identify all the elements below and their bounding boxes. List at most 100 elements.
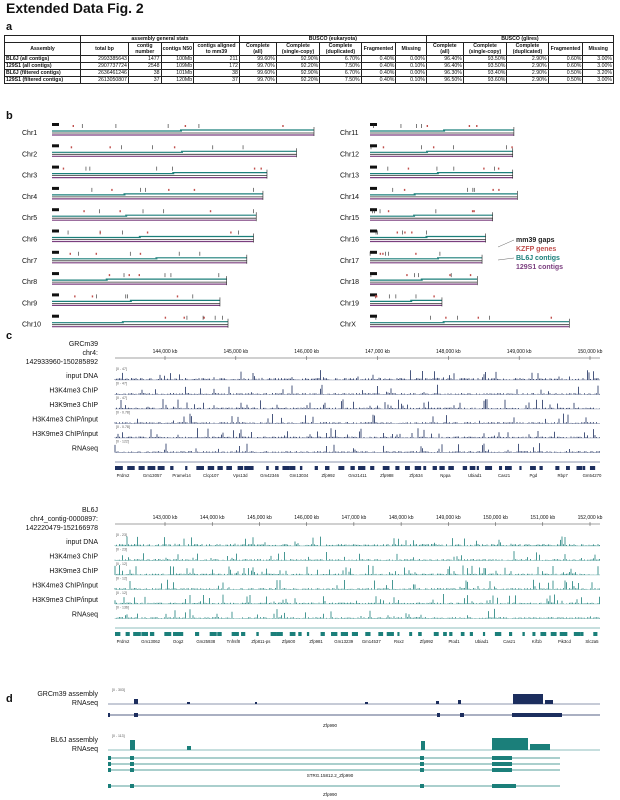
gene-model [141, 632, 149, 636]
kzfp-gene-tick [164, 316, 167, 319]
table-cell: 7.50% [319, 62, 362, 70]
gene-label: Pik3cd [558, 639, 572, 644]
table-cell: 100Mb [160, 55, 195, 63]
gene-model [147, 466, 156, 470]
chromosome-label: Chr16 [340, 237, 359, 244]
gene-model [580, 632, 584, 636]
gene-label: Ubiad1 [468, 473, 482, 478]
table-cell: 2.90% [506, 69, 549, 77]
gene-model [115, 632, 121, 636]
kzfp-gene-tick [449, 274, 451, 277]
gene-label: Ubiad1 [475, 639, 489, 644]
gene-model [207, 466, 215, 470]
rnaseq-peak [545, 700, 553, 704]
table-cell: 93.50% [462, 55, 508, 63]
gene-model [462, 466, 468, 470]
ruler-tick-label: 150,000 kb [578, 349, 603, 355]
centromere-marker [370, 314, 377, 318]
kzfp-gene-tick [415, 252, 417, 255]
kzfp-gene-tick [379, 252, 382, 255]
gene-model [460, 632, 465, 636]
kzfp-gene-tick [282, 125, 284, 127]
table-row: 129S1 (all contigs) 2907737724 2548 109Mb 17… [3, 62, 614, 70]
gene-model [532, 632, 536, 636]
gene-model [476, 466, 479, 470]
signal-track [114, 428, 600, 438]
kzfp-gene-tick [471, 210, 474, 213]
centromere-marker [52, 165, 59, 169]
kzfp-gene-tick [109, 146, 111, 149]
table-cell: 0.60% [547, 55, 584, 63]
kzfp-gene-tick [411, 231, 413, 234]
gene-model [555, 466, 560, 470]
gene-model [170, 466, 174, 470]
gene-model [231, 632, 239, 636]
gene-label: Tnfrsf8 [227, 639, 241, 644]
table-corner [3, 35, 82, 43]
kzfp-gene-tick [69, 252, 71, 255]
track-label: H3K9me3 ChIP/input [32, 431, 98, 438]
gene-label: Zfp981 [309, 639, 323, 644]
table-cell: 93.60% [462, 76, 508, 84]
ruler-tick-label: 147,000 kb [342, 515, 367, 521]
ruler-tick-label: 144,000 kb [200, 515, 225, 521]
gene-model [418, 632, 422, 636]
ruler-tick-label: 149,000 kb [436, 515, 461, 521]
gene-model [540, 632, 547, 636]
gene-model [576, 466, 583, 470]
kzfp-gene-tick [550, 316, 553, 319]
chromosome-label: Chr6 [22, 237, 37, 244]
kzfp-gene-tick [176, 295, 179, 298]
centromere-marker [370, 144, 377, 148]
signal-track [114, 370, 600, 380]
gene-label: Oog2 [173, 639, 184, 644]
table-cell: 2636461246 [80, 69, 129, 77]
rnaseq-peak [187, 702, 190, 704]
signal-track [114, 551, 600, 561]
transcript-exon [420, 784, 424, 788]
chromosome-label: Chr17 [340, 258, 359, 265]
table-cell: 6.70% [319, 55, 362, 63]
gene-model [244, 466, 252, 470]
panel-d-label: GRCm39 assembly [37, 691, 98, 698]
rnaseq-peak [436, 701, 439, 704]
gene-model [522, 632, 525, 636]
table-cell: 93.40% [462, 69, 508, 77]
gene-model [325, 466, 330, 470]
signal-track [114, 594, 600, 604]
track-label: H3K4me3 ChIP [49, 388, 98, 395]
gene-model [469, 632, 473, 636]
table-cell: 2.90% [506, 62, 549, 70]
gene-model [519, 466, 522, 470]
gene-model [539, 466, 543, 470]
table-cell: 129S1 (filtered contigs) [3, 76, 82, 84]
rnaseq-peak [421, 741, 425, 750]
rnaseq-peak [492, 738, 528, 750]
gene-model [404, 466, 410, 470]
table-column-header: Complete (duplicated) [506, 42, 549, 56]
signal-track [114, 536, 600, 546]
chromosome-label: Chr9 [22, 300, 37, 307]
gene-model [409, 632, 413, 636]
gene-model [559, 632, 568, 636]
gene-label: Pramel14 [172, 473, 191, 478]
chromosome-label: Chr1 [22, 130, 37, 137]
grcm39-title: GRCm39 [69, 341, 98, 348]
table-cell: 101Mb [160, 69, 195, 77]
gene-model [237, 466, 244, 470]
kzfp-gene-tick [432, 146, 435, 149]
rnaseq-peak [365, 702, 368, 704]
gene-model [589, 466, 596, 470]
centromere-marker [370, 229, 377, 233]
gene-label: Zfp534 [409, 473, 423, 478]
transcript-exon [130, 762, 134, 766]
gene-label: Rsx2 [394, 639, 404, 644]
transcript-exon [108, 762, 111, 766]
track-label: H3K4me3 ChIP/input [32, 583, 98, 590]
gene-label: STRG.15812.2_Zfp990 [307, 773, 354, 778]
kzfp-gene-tick [253, 167, 256, 170]
gene-model [395, 466, 400, 470]
table-row: BL6J (filtered contigs) 2636461246 38 101Mb… [3, 69, 614, 77]
gene-label: Prdm2 [117, 639, 130, 644]
gene-model [504, 466, 512, 470]
